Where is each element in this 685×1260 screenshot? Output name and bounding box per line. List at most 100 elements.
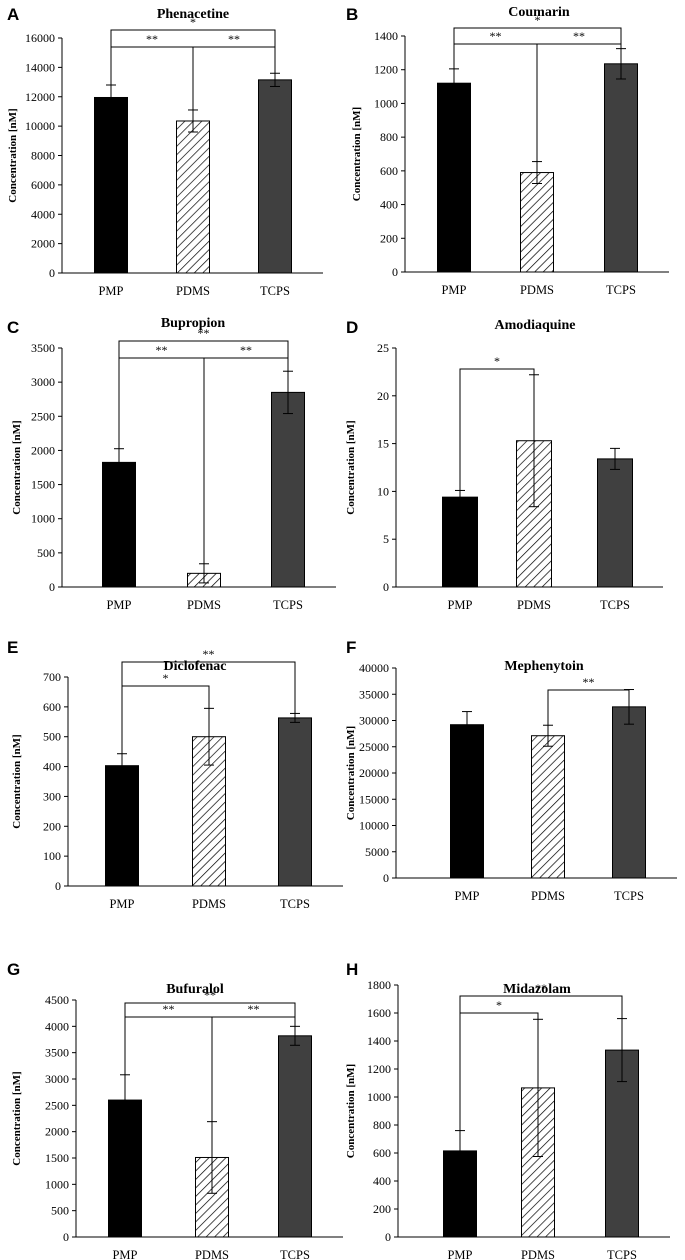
x-category-label: PMP xyxy=(441,283,466,297)
chart-title: Diclofenac xyxy=(164,659,227,674)
y-tick-label: 4000 xyxy=(31,207,55,221)
significance-label: * xyxy=(190,15,196,29)
y-tick-label: 1500 xyxy=(31,478,55,492)
y-tick-label: 1800 xyxy=(367,978,391,992)
y-tick-label: 20000 xyxy=(359,766,389,780)
significance-label: ** xyxy=(240,343,252,357)
significance-bracket xyxy=(536,43,622,162)
x-category-label: PMP xyxy=(106,598,131,612)
y-tick-label: 15000 xyxy=(359,792,389,806)
x-category-label: PDMS xyxy=(520,283,554,297)
y-tick-label: 15 xyxy=(377,437,389,451)
y-tick-label: 1000 xyxy=(31,512,55,526)
y-tick-label: 14000 xyxy=(25,60,55,74)
significance-bracket xyxy=(192,46,276,110)
significance-bracket xyxy=(459,995,623,1131)
y-tick-label: 0 xyxy=(385,1230,391,1244)
y-tick-label: 2000 xyxy=(31,443,55,457)
y-tick-label: 1000 xyxy=(367,1090,391,1104)
y-tick-label: 0 xyxy=(49,266,55,280)
y-tick-label: 25000 xyxy=(359,740,389,754)
y-tick-label: 20 xyxy=(377,389,389,403)
y-tick-label: 400 xyxy=(43,760,61,774)
panel-letter: F xyxy=(346,638,356,657)
significance-label: ** xyxy=(490,29,502,43)
y-axis-label: Concentration [nM] xyxy=(345,726,357,820)
significance-label: ** xyxy=(163,1002,175,1016)
x-category-label: TCPS xyxy=(260,284,290,298)
y-tick-label: 200 xyxy=(380,231,398,245)
significance-bracket xyxy=(459,368,535,491)
significance-label: ** xyxy=(198,326,210,340)
bar-pmp xyxy=(94,96,128,274)
y-axis-label: Concentration [nM] xyxy=(11,1071,23,1165)
bar-pdms xyxy=(520,172,554,273)
chart-title: Bufuralol xyxy=(166,982,224,997)
significance-bracket xyxy=(211,1016,296,1122)
significance-label: * xyxy=(494,354,500,368)
x-category-label: PMP xyxy=(112,1248,137,1260)
y-tick-label: 500 xyxy=(51,1204,69,1218)
significance-bracket xyxy=(547,689,630,726)
y-axis-label: Concentration [nM] xyxy=(351,107,363,201)
y-axis-label: Concentration [nM] xyxy=(7,108,19,202)
y-tick-label: 10000 xyxy=(25,119,55,133)
significance-label: ** xyxy=(535,981,547,995)
bar-tcps xyxy=(604,63,638,273)
y-tick-label: 1200 xyxy=(374,63,398,77)
x-category-label: TCPS xyxy=(600,598,630,612)
x-category-label: PDMS xyxy=(517,598,551,612)
y-tick-label: 3500 xyxy=(45,1046,69,1060)
significance-label: ** xyxy=(573,29,585,43)
x-category-label: PMP xyxy=(109,897,134,911)
chart-title: Coumarin xyxy=(508,5,570,20)
x-category-label: TCPS xyxy=(614,889,644,903)
y-tick-label: 8000 xyxy=(31,149,55,163)
x-category-label: PDMS xyxy=(521,1248,555,1260)
y-tick-label: 40000 xyxy=(359,661,389,675)
y-tick-label: 1500 xyxy=(45,1151,69,1165)
x-category-label: TCPS xyxy=(280,897,310,911)
chart-panel-h: H Midazolam Concentration [nM] 0 200 400 600 80… xyxy=(345,960,670,1260)
y-tick-label: 1600 xyxy=(367,1006,391,1020)
x-category-label: PMP xyxy=(454,889,479,903)
panel-letter: D xyxy=(346,318,358,337)
significance-label: * xyxy=(163,671,169,685)
y-tick-label: 300 xyxy=(43,789,61,803)
x-category-label: PDMS xyxy=(531,889,565,903)
y-tick-label: 30000 xyxy=(359,714,389,728)
chart-panel-b: B Coumarin Concentration [nM] 0 200 400 600 800… xyxy=(346,5,669,297)
y-tick-label: 0 xyxy=(49,580,55,594)
significance-label: ** xyxy=(156,343,168,357)
bar-tcps xyxy=(278,717,312,887)
y-tick-label: 35000 xyxy=(359,687,389,701)
y-tick-label: 12000 xyxy=(25,90,55,104)
bar-tcps xyxy=(258,79,292,274)
x-category-label: PMP xyxy=(98,284,123,298)
x-category-label: PDMS xyxy=(187,598,221,612)
significance-bracket xyxy=(124,1002,296,1075)
significance-label: ** xyxy=(228,32,240,46)
y-tick-label: 2000 xyxy=(31,237,55,251)
chart-title: Bupropion xyxy=(161,316,226,331)
chart-panel-d: D Amodiaquine Concentration [nM] 0 5 10 15 20 25… xyxy=(345,318,663,612)
x-category-label: TCPS xyxy=(606,283,636,297)
y-tick-label: 10000 xyxy=(359,819,389,833)
y-tick-label: 5000 xyxy=(365,845,389,859)
chart-panel-f: F Mephenytoin Concentration [nM] 0 5000 10000… xyxy=(345,638,677,903)
chart-title: Midazolam xyxy=(503,982,571,997)
chart-title: Phenacetine xyxy=(157,7,229,22)
y-tick-label: 1400 xyxy=(374,29,398,43)
significance-bracket xyxy=(121,661,296,754)
bar-pdms xyxy=(176,120,210,274)
y-tick-label: 5 xyxy=(383,532,389,546)
bar-tcps xyxy=(271,391,305,588)
bar-pmp xyxy=(105,765,139,887)
y-tick-label: 1200 xyxy=(367,1062,391,1076)
y-tick-label: 500 xyxy=(37,546,55,560)
panel-letter: C xyxy=(7,318,19,337)
y-tick-label: 2500 xyxy=(31,409,55,423)
y-tick-label: 25 xyxy=(377,341,389,355)
y-tick-label: 10 xyxy=(377,484,389,498)
y-tick-label: 800 xyxy=(380,130,398,144)
